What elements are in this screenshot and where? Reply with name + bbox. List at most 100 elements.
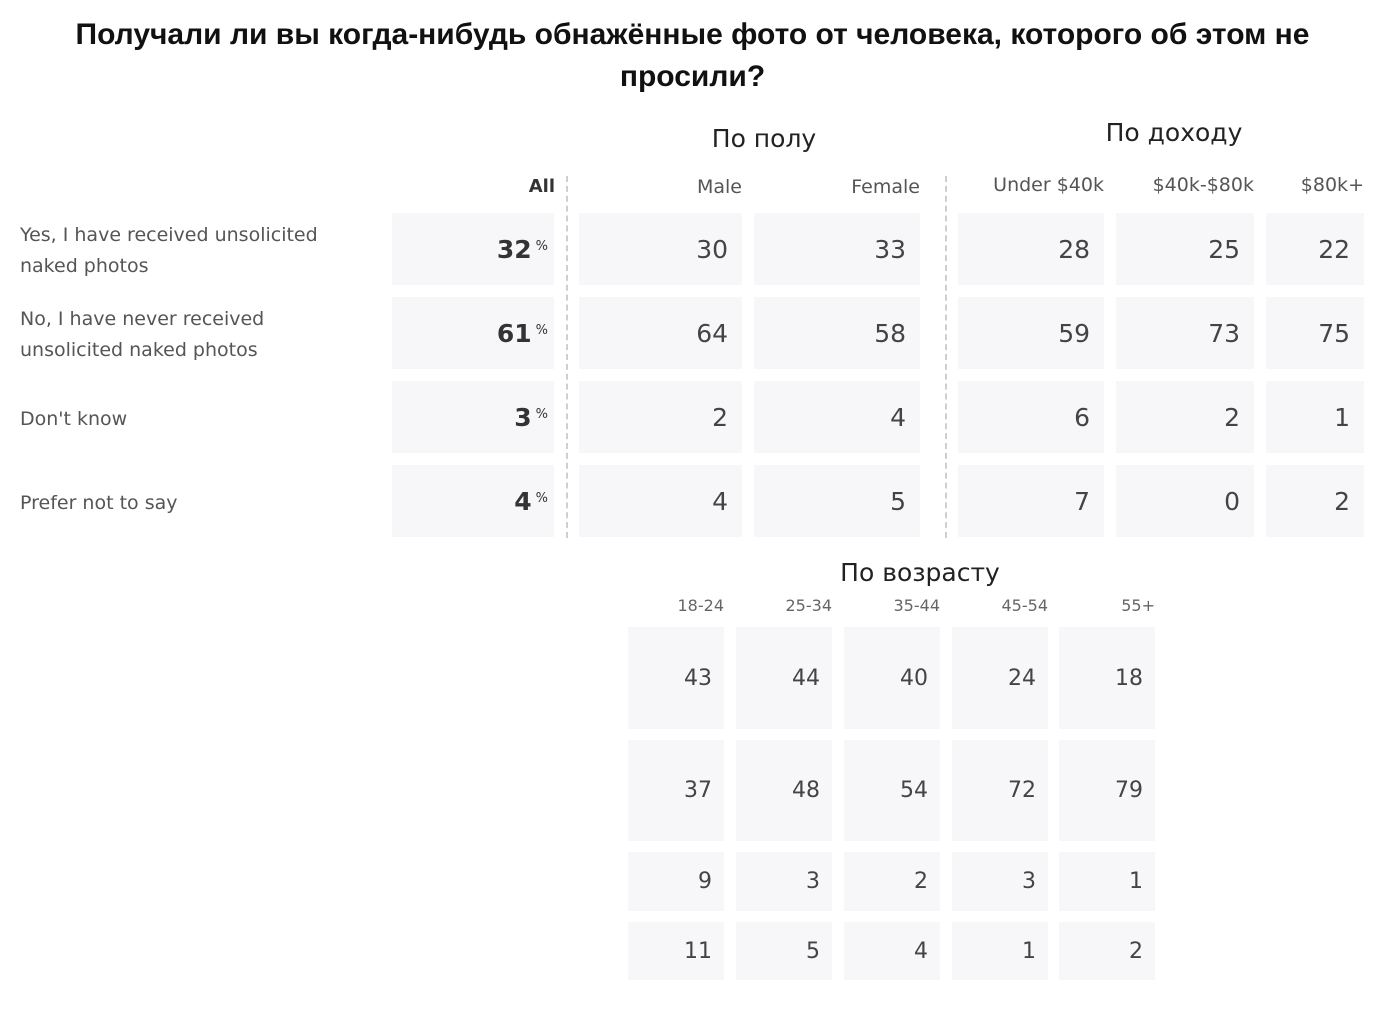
percent-unit: % — [535, 491, 548, 506]
cell-value: 2 — [1334, 486, 1350, 516]
percent-unit: % — [535, 239, 548, 254]
cell-0-1-row-0: 33 — [754, 213, 920, 285]
age-cell-3-row-1: 72 — [952, 740, 1048, 841]
row-label-no: No, I have never received unsolicited na… — [20, 308, 265, 361]
cell-all-row-3: 4% — [392, 465, 554, 537]
col-head-80k-plus: $80k+ — [1300, 174, 1364, 196]
age-cell-value: 79 — [1115, 778, 1143, 803]
chart-title: Получали ли вы когда-нибудь обнажённые ф… — [75, 18, 1310, 93]
age-cell-value: 11 — [684, 938, 712, 964]
cell-value: 33 — [874, 234, 906, 264]
age-cell-1-row-2: 3 — [736, 852, 832, 911]
col-head-age-1: 25-34 — [785, 596, 833, 615]
cell-value: 2 — [712, 402, 728, 432]
cell-value: 1 — [1334, 402, 1350, 432]
cell-1-1-row-2: 2 — [1116, 381, 1254, 453]
cell-1-0-row-0: 28 — [958, 213, 1104, 285]
age-cell-0-row-0: 43 — [628, 627, 724, 729]
cell-1-1-row-1: 73 — [1116, 297, 1254, 369]
age-cell-value: 1 — [1022, 938, 1036, 964]
cell-all-value: 32 — [496, 234, 532, 264]
cell-value: 5 — [890, 486, 906, 516]
age-cell-value: 4 — [914, 938, 928, 964]
cell-all-value: 3 — [514, 402, 532, 432]
age-cell-3-row-2: 3 — [952, 852, 1048, 911]
cell-0-0-row-2: 2 — [579, 381, 742, 453]
col-head-male: Male — [696, 176, 742, 198]
age-cell-value: 40 — [900, 665, 928, 691]
cell-0-0-row-0: 30 — [579, 213, 742, 285]
cell-0-1-row-3: 5 — [754, 465, 920, 537]
cell-1-1-row-3: 0 — [1116, 465, 1254, 537]
col-head-age-2: 35-44 — [893, 596, 941, 615]
percent-unit: % — [535, 407, 548, 422]
age-cell-value: 9 — [698, 869, 712, 894]
age-cell-0-row-3: 11 — [628, 922, 724, 980]
col-head-40k-80k: $40k-$80k — [1152, 174, 1254, 196]
col-head-age-3: 45-54 — [1001, 596, 1049, 615]
cell-value: 64 — [696, 318, 728, 348]
age-cell-3-row-3: 1 — [952, 922, 1048, 980]
age-cell-value: 44 — [792, 665, 820, 691]
cell-value: 58 — [874, 318, 906, 348]
age-cell-value: 72 — [1008, 778, 1036, 803]
cell-1-2-row-3: 2 — [1266, 465, 1364, 537]
cell-value: 22 — [1318, 234, 1350, 264]
cell-value: 59 — [1058, 318, 1090, 348]
col-head-female: Female — [851, 176, 920, 198]
age-cell-value: 18 — [1115, 665, 1143, 691]
cell-all-value: 61 — [496, 318, 532, 348]
age-cell-2-row-3: 4 — [844, 922, 940, 980]
age-cell-value: 24 — [1008, 665, 1036, 691]
age-cell-value: 3 — [806, 869, 820, 894]
row-label-dont-know: Don't know — [20, 408, 128, 430]
age-cell-2-row-2: 2 — [844, 852, 940, 911]
cell-value: 4 — [890, 402, 906, 432]
age-cell-value: 1 — [1129, 869, 1143, 894]
col-head-age-0: 18-24 — [677, 596, 725, 615]
group-title-income: По доходу — [1105, 118, 1243, 147]
cell-all-row-2: 3% — [392, 381, 554, 453]
row-label-yes: Yes, I have received unsolicited naked p… — [20, 224, 318, 277]
age-cell-3-row-0: 24 — [952, 627, 1048, 729]
age-cell-1-row-1: 48 — [736, 740, 832, 841]
cell-1-1-row-0: 25 — [1116, 213, 1254, 285]
age-cell-value: 5 — [806, 938, 820, 964]
col-head-under-40k: Under $40k — [993, 174, 1104, 196]
col-head-all: All — [528, 176, 555, 197]
age-cell-value: 43 — [684, 665, 712, 691]
cell-0-1-row-1: 58 — [754, 297, 920, 369]
cell-1-2-row-2: 1 — [1266, 381, 1364, 453]
cell-all-row-1: 61% — [392, 297, 554, 369]
age-cell-1-row-3: 5 — [736, 922, 832, 980]
group-title-age: По возрасту — [840, 558, 1000, 587]
cell-value: 30 — [696, 234, 728, 264]
age-cell-4-row-1: 79 — [1059, 740, 1155, 841]
cell-1-0-row-1: 59 — [958, 297, 1104, 369]
col-head-age-4: 55+ — [1121, 596, 1155, 615]
age-cell-0-row-2: 9 — [628, 852, 724, 911]
separator-all — [566, 176, 568, 538]
age-cell-value: 3 — [1022, 869, 1036, 894]
cell-all-value: 4 — [514, 486, 532, 516]
age-cell-0-row-1: 37 — [628, 740, 724, 841]
cell-value: 73 — [1208, 318, 1240, 348]
age-cell-value: 54 — [900, 778, 928, 803]
cell-value: 2 — [1224, 402, 1240, 432]
cell-1-0-row-3: 7 — [958, 465, 1104, 537]
cell-0-0-row-1: 64 — [579, 297, 742, 369]
age-cell-2-row-0: 40 — [844, 627, 940, 729]
age-cell-value: 2 — [914, 869, 928, 894]
cell-value: 28 — [1058, 234, 1090, 264]
age-cell-2-row-1: 54 — [844, 740, 940, 841]
age-cell-value: 37 — [684, 778, 712, 803]
cell-1-2-row-0: 22 — [1266, 213, 1364, 285]
cell-0-0-row-3: 4 — [579, 465, 742, 537]
age-cell-4-row-0: 18 — [1059, 627, 1155, 729]
row-label-prefer-not: Prefer not to say — [20, 492, 178, 514]
percent-unit: % — [535, 323, 548, 338]
age-cell-value: 2 — [1129, 938, 1143, 964]
cell-value: 6 — [1074, 402, 1090, 432]
age-cell-1-row-0: 44 — [736, 627, 832, 729]
cell-value: 25 — [1208, 234, 1240, 264]
